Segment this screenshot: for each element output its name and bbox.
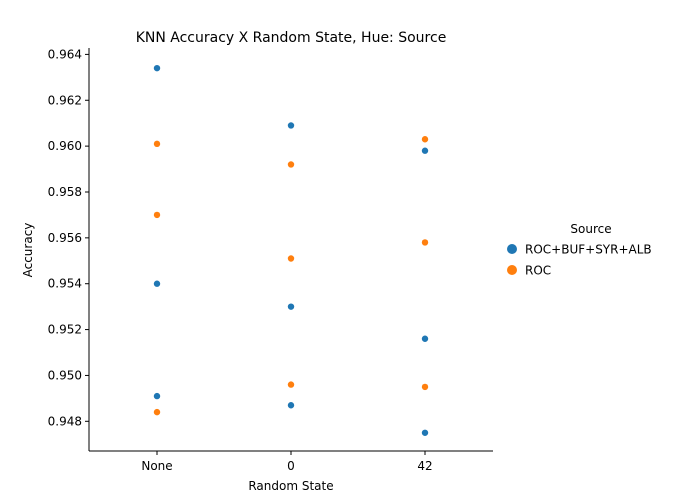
scatter-point-series-0 bbox=[287, 303, 295, 310]
x-ticks: None 0 42 bbox=[141, 451, 433, 473]
y-tick-label: 0.952 bbox=[48, 323, 82, 337]
plot-axes bbox=[88, 48, 493, 452]
legend: Source ROC+BUF+SYR+ALB ROC bbox=[507, 222, 652, 278]
scatter-point-series-1 bbox=[153, 408, 161, 416]
y-tick-label: 0.954 bbox=[48, 277, 82, 291]
scatter-point-series-1 bbox=[421, 136, 429, 143]
x-tick-label: 0 bbox=[287, 459, 295, 473]
x-axis-label: Random State bbox=[248, 479, 333, 493]
scatter-point-series-1 bbox=[421, 383, 429, 391]
y-tick-label: 0.950 bbox=[48, 368, 82, 382]
scatter-point-series-0 bbox=[421, 147, 429, 154]
scatter-point-series-1 bbox=[153, 211, 161, 219]
scatter-point-series-0 bbox=[153, 392, 161, 400]
y-tick-label: 0.962 bbox=[48, 93, 82, 107]
scatter-point-series-1 bbox=[421, 239, 429, 246]
legend-title: Source bbox=[570, 222, 611, 236]
scatter-point-series-1 bbox=[287, 161, 295, 168]
scatter-point-series-0 bbox=[421, 429, 429, 436]
y-tick-label: 0.956 bbox=[48, 231, 82, 245]
scatter-point-series-1 bbox=[287, 255, 295, 262]
scatter-point-series-0 bbox=[421, 335, 429, 342]
scatter-point-series-0 bbox=[287, 402, 295, 409]
scatter-point-series-0 bbox=[153, 64, 161, 72]
x-tick-label: 42 bbox=[417, 459, 432, 473]
x-tick-label: None bbox=[141, 459, 172, 473]
scatter-point-series-0 bbox=[287, 122, 295, 129]
chart-title: KNN Accuracy X Random State, Hue: Source bbox=[136, 30, 447, 46]
scatter-point-series-0 bbox=[153, 280, 161, 287]
legend-label: ROC+BUF+SYR+ALB bbox=[525, 243, 652, 257]
legend-label: ROC bbox=[525, 264, 551, 278]
scatter-point-series-1 bbox=[287, 381, 295, 388]
y-tick-label: 0.964 bbox=[48, 47, 82, 61]
scatter-point-series-1 bbox=[153, 140, 161, 148]
legend-marker bbox=[507, 244, 517, 254]
y-ticks: 0.948 0.950 0.952 0.954 0.956 0.958 0.960 0.962… bbox=[48, 47, 89, 428]
y-axis-label: Accuracy bbox=[21, 223, 35, 278]
y-tick-label: 0.958 bbox=[48, 185, 82, 199]
y-tick-label: 0.960 bbox=[48, 139, 82, 153]
legend-marker bbox=[507, 265, 517, 275]
scatter-points bbox=[153, 64, 429, 436]
y-tick-label: 0.948 bbox=[48, 414, 82, 428]
